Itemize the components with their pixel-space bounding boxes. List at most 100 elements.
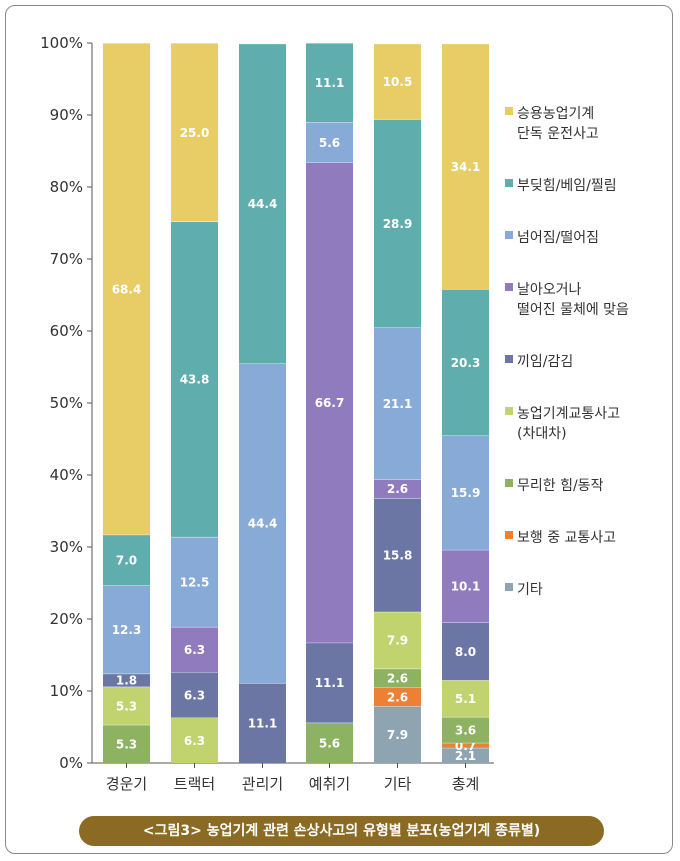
y-tick-label: 20% bbox=[50, 610, 83, 628]
y-tick-label: 10% bbox=[50, 682, 83, 700]
bar-segment bbox=[239, 683, 286, 763]
data-label: 43.8 bbox=[180, 373, 210, 387]
bar-segment bbox=[374, 327, 421, 480]
legend-label: 무리한 힘/동작 bbox=[517, 478, 604, 494]
bar-segment bbox=[103, 673, 150, 687]
legend-swatch bbox=[505, 479, 513, 487]
data-label: 21.1 bbox=[383, 397, 413, 411]
legend-label: 떨어진 물체에 맞음 bbox=[517, 302, 629, 318]
bar-segment bbox=[103, 724, 150, 763]
data-label: 11.1 bbox=[315, 676, 345, 690]
bar-segment bbox=[374, 706, 421, 763]
y-tick-label: 100% bbox=[40, 34, 83, 52]
bar-segment bbox=[171, 626, 218, 673]
bar-segment bbox=[442, 289, 489, 436]
x-category-label: 트랙터 bbox=[174, 775, 215, 793]
legend-label: (차대차) bbox=[517, 426, 567, 442]
data-label: 2.1 bbox=[455, 749, 476, 763]
legend-label: 기타 bbox=[517, 582, 543, 598]
data-label: 12.3 bbox=[112, 623, 142, 637]
data-label: 15.9 bbox=[451, 486, 481, 500]
x-category-label: 경운기 bbox=[106, 775, 147, 793]
data-label: 10.1 bbox=[451, 580, 481, 594]
data-label: 66.7 bbox=[315, 396, 345, 410]
bar-segment bbox=[239, 363, 286, 684]
data-label: 5.3 bbox=[116, 737, 137, 751]
data-label: 2.6 bbox=[387, 672, 408, 686]
data-label: 44.4 bbox=[248, 197, 278, 211]
legend-label: 단독 운전사고 bbox=[517, 126, 599, 142]
legend-label: 부딪힘/베임/찔림 bbox=[517, 178, 617, 194]
bar-segment bbox=[171, 536, 218, 627]
data-label: 20.3 bbox=[451, 356, 481, 370]
bar-segment bbox=[306, 642, 353, 723]
bar-segment bbox=[374, 611, 421, 669]
data-label: 3.6 bbox=[455, 723, 476, 737]
legend-label: 보행 중 교통사고 bbox=[517, 530, 616, 546]
y-tick-label: 70% bbox=[50, 250, 83, 268]
data-label: 6.3 bbox=[184, 734, 205, 748]
data-label: 7.9 bbox=[387, 634, 408, 648]
y-tick-label: 50% bbox=[50, 394, 83, 412]
bar-segment bbox=[442, 43, 489, 290]
bar-segment bbox=[103, 534, 150, 586]
bar-segment bbox=[374, 119, 421, 328]
data-label: 5.6 bbox=[319, 136, 340, 150]
legend-swatch bbox=[505, 107, 513, 115]
data-label: 2.6 bbox=[387, 690, 408, 704]
data-label: 68.4 bbox=[112, 282, 142, 296]
bars: 5.3 5.3 1.8 12.3 7.0 68.4 6.3 6.3 6.3 12.5 43.8 25.… bbox=[103, 42, 489, 768]
x-axis-labels: 경운기 트랙터 관리기 예취기 기타 총계 bbox=[106, 775, 480, 793]
bar-segment bbox=[374, 668, 421, 688]
data-label: 7.0 bbox=[116, 553, 137, 567]
bar-segment bbox=[442, 716, 489, 743]
legend-swatch bbox=[505, 283, 513, 291]
bar-segment bbox=[239, 43, 286, 364]
data-label: 1.8 bbox=[116, 674, 137, 688]
axes: 0% 10% 20% 30% 40% 50% 60% 70% 80% 90% 100% bbox=[40, 34, 494, 772]
bar-segment bbox=[171, 672, 218, 718]
legend-swatch bbox=[505, 231, 513, 239]
bar-segment bbox=[442, 622, 489, 681]
x-category-label: 예취기 bbox=[309, 775, 350, 793]
legend-label: 날아오거나 bbox=[517, 282, 582, 298]
y-tick-label: 30% bbox=[50, 538, 83, 556]
y-tick-label: 40% bbox=[50, 466, 83, 484]
data-label: 12.5 bbox=[180, 575, 210, 589]
data-label: 8.0 bbox=[455, 645, 476, 659]
bar-segment bbox=[171, 717, 218, 763]
legend-label: 농업기계교통사고 bbox=[517, 406, 620, 422]
bar-segment bbox=[103, 686, 150, 725]
figure-caption: <그림3> 농업기계 관련 손상사고의 유형별 분포(농업기계 종류별) bbox=[79, 816, 604, 846]
data-label: 6.3 bbox=[184, 643, 205, 657]
bar-segment bbox=[103, 585, 150, 674]
legend-swatch bbox=[505, 407, 513, 415]
data-label: 11.1 bbox=[248, 717, 278, 731]
y-tick-label: 60% bbox=[50, 322, 83, 340]
bar-segment bbox=[171, 43, 218, 222]
bar-segment bbox=[442, 680, 489, 717]
data-label: 2.6 bbox=[387, 482, 408, 496]
bar-segment bbox=[306, 722, 353, 763]
x-category-label: 총계 bbox=[452, 775, 480, 793]
bar-segment bbox=[306, 122, 353, 163]
y-tick-label: 80% bbox=[50, 178, 83, 196]
data-label: 5.6 bbox=[319, 736, 340, 750]
bar-segment bbox=[103, 43, 150, 535]
bar-segment bbox=[374, 687, 421, 707]
data-label: 10.5 bbox=[383, 75, 413, 89]
bar-segment bbox=[442, 435, 489, 550]
legend-swatch bbox=[505, 179, 513, 187]
bar-segment bbox=[374, 43, 421, 120]
data-label: 15.8 bbox=[383, 548, 413, 562]
bar-segment bbox=[306, 162, 353, 643]
bar-segment bbox=[306, 43, 353, 123]
bar-segment bbox=[442, 747, 489, 763]
legend-label: 승용농업기계 bbox=[517, 106, 594, 122]
legend-swatch bbox=[505, 531, 513, 539]
bar-segment bbox=[442, 549, 489, 623]
data-label: 7.9 bbox=[387, 728, 408, 742]
data-label: 11.1 bbox=[315, 76, 345, 90]
